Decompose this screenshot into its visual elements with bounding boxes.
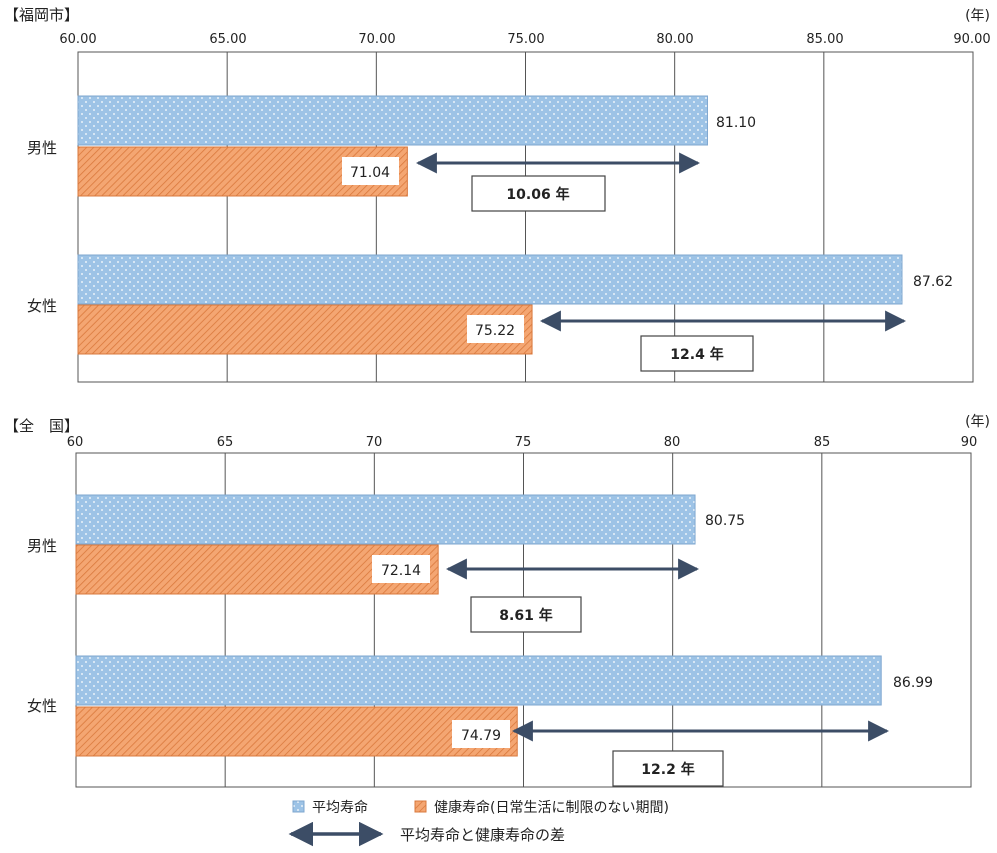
gap-box-female (612, 750, 724, 787)
legend-label-avg: 平均寿命 (312, 799, 368, 816)
x-tick-label: 80.00 (656, 32, 693, 47)
bar-avg-male (75, 494, 696, 545)
chart-top: 【福岡市】 (年) 60.00 65.00 70.00 75.00 80.00 … (4, 6, 991, 383)
chart-bottom: 【全 国】 (年) 60 65 70 75 80 85 90 男性 女性 80.… (4, 414, 990, 788)
category-label: 男性 (27, 537, 57, 555)
category-label: 男性 (27, 139, 57, 157)
x-tick-label: 75.00 (507, 32, 544, 47)
x-tick-label: 85.00 (806, 32, 843, 47)
ticks-bottom: 60 65 70 75 80 85 90 (67, 435, 978, 450)
category-label: 女性 (27, 297, 57, 315)
legend-swatch-healthy (414, 800, 427, 813)
legend-swatch-avg (292, 800, 305, 813)
x-tick-label: 65 (217, 435, 234, 450)
region-label-top: 【福岡市】 (4, 6, 79, 24)
x-tick-label: 75 (515, 435, 532, 450)
gap-box-female (640, 335, 754, 372)
value-label-box (452, 720, 510, 748)
gap-label-female: 12.4 年 (670, 346, 723, 363)
legend: 平均寿命 健康寿命(日常生活に制限のない期間) 平均寿命と健康寿命の差 (288, 799, 669, 847)
bar-avg-female (77, 254, 903, 305)
legend-label-gap: 平均寿命と健康寿命の差 (400, 826, 565, 844)
x-tick-label: 85 (814, 435, 831, 450)
unit-label-bottom: (年) (965, 414, 990, 430)
value-label-healthy-female: 74.79 (461, 728, 501, 744)
value-label-healthy-female: 75.22 (475, 323, 515, 339)
ticks-top: 60.00 65.00 70.00 75.00 80.00 85.00 90.0… (59, 32, 990, 47)
gap-box-male (471, 175, 606, 212)
legend-label-healthy: 健康寿命(日常生活に制限のない期間) (434, 799, 669, 816)
x-tick-label: 90.00 (953, 32, 990, 47)
bar-avg-male (77, 95, 708, 146)
value-label-avg-female: 86.99 (893, 675, 933, 691)
value-label-avg-male: 81.10 (716, 115, 756, 131)
gap-box-male (470, 596, 582, 633)
value-label-box (372, 555, 430, 583)
value-label-healthy-male: 71.04 (350, 165, 390, 181)
x-tick-label: 65.00 (209, 32, 246, 47)
value-label-box (342, 157, 399, 185)
x-tick-label: 80 (664, 435, 681, 450)
x-tick-label: 60 (67, 435, 84, 450)
value-label-avg-male: 80.75 (705, 513, 745, 529)
category-label: 女性 (27, 697, 57, 715)
region-label-bottom: 【全 国】 (4, 417, 79, 435)
gap-label-female: 12.2 年 (641, 761, 694, 778)
x-tick-label: 60.00 (59, 32, 96, 47)
x-tick-label: 70 (366, 435, 383, 450)
gap-label-male: 10.06 年 (506, 186, 569, 203)
x-tick-label: 90 (961, 435, 978, 450)
value-label-healthy-male: 72.14 (381, 563, 421, 579)
unit-label-top: (年) (965, 8, 990, 24)
gap-label-male: 8.61 年 (499, 607, 552, 624)
bar-healthy-female (77, 304, 533, 355)
bar-avg-female (75, 655, 882, 706)
value-label-avg-female: 87.62 (913, 274, 953, 290)
value-label-box (467, 315, 524, 343)
bar-healthy-female (75, 706, 518, 757)
x-tick-label: 70.00 (358, 32, 395, 47)
